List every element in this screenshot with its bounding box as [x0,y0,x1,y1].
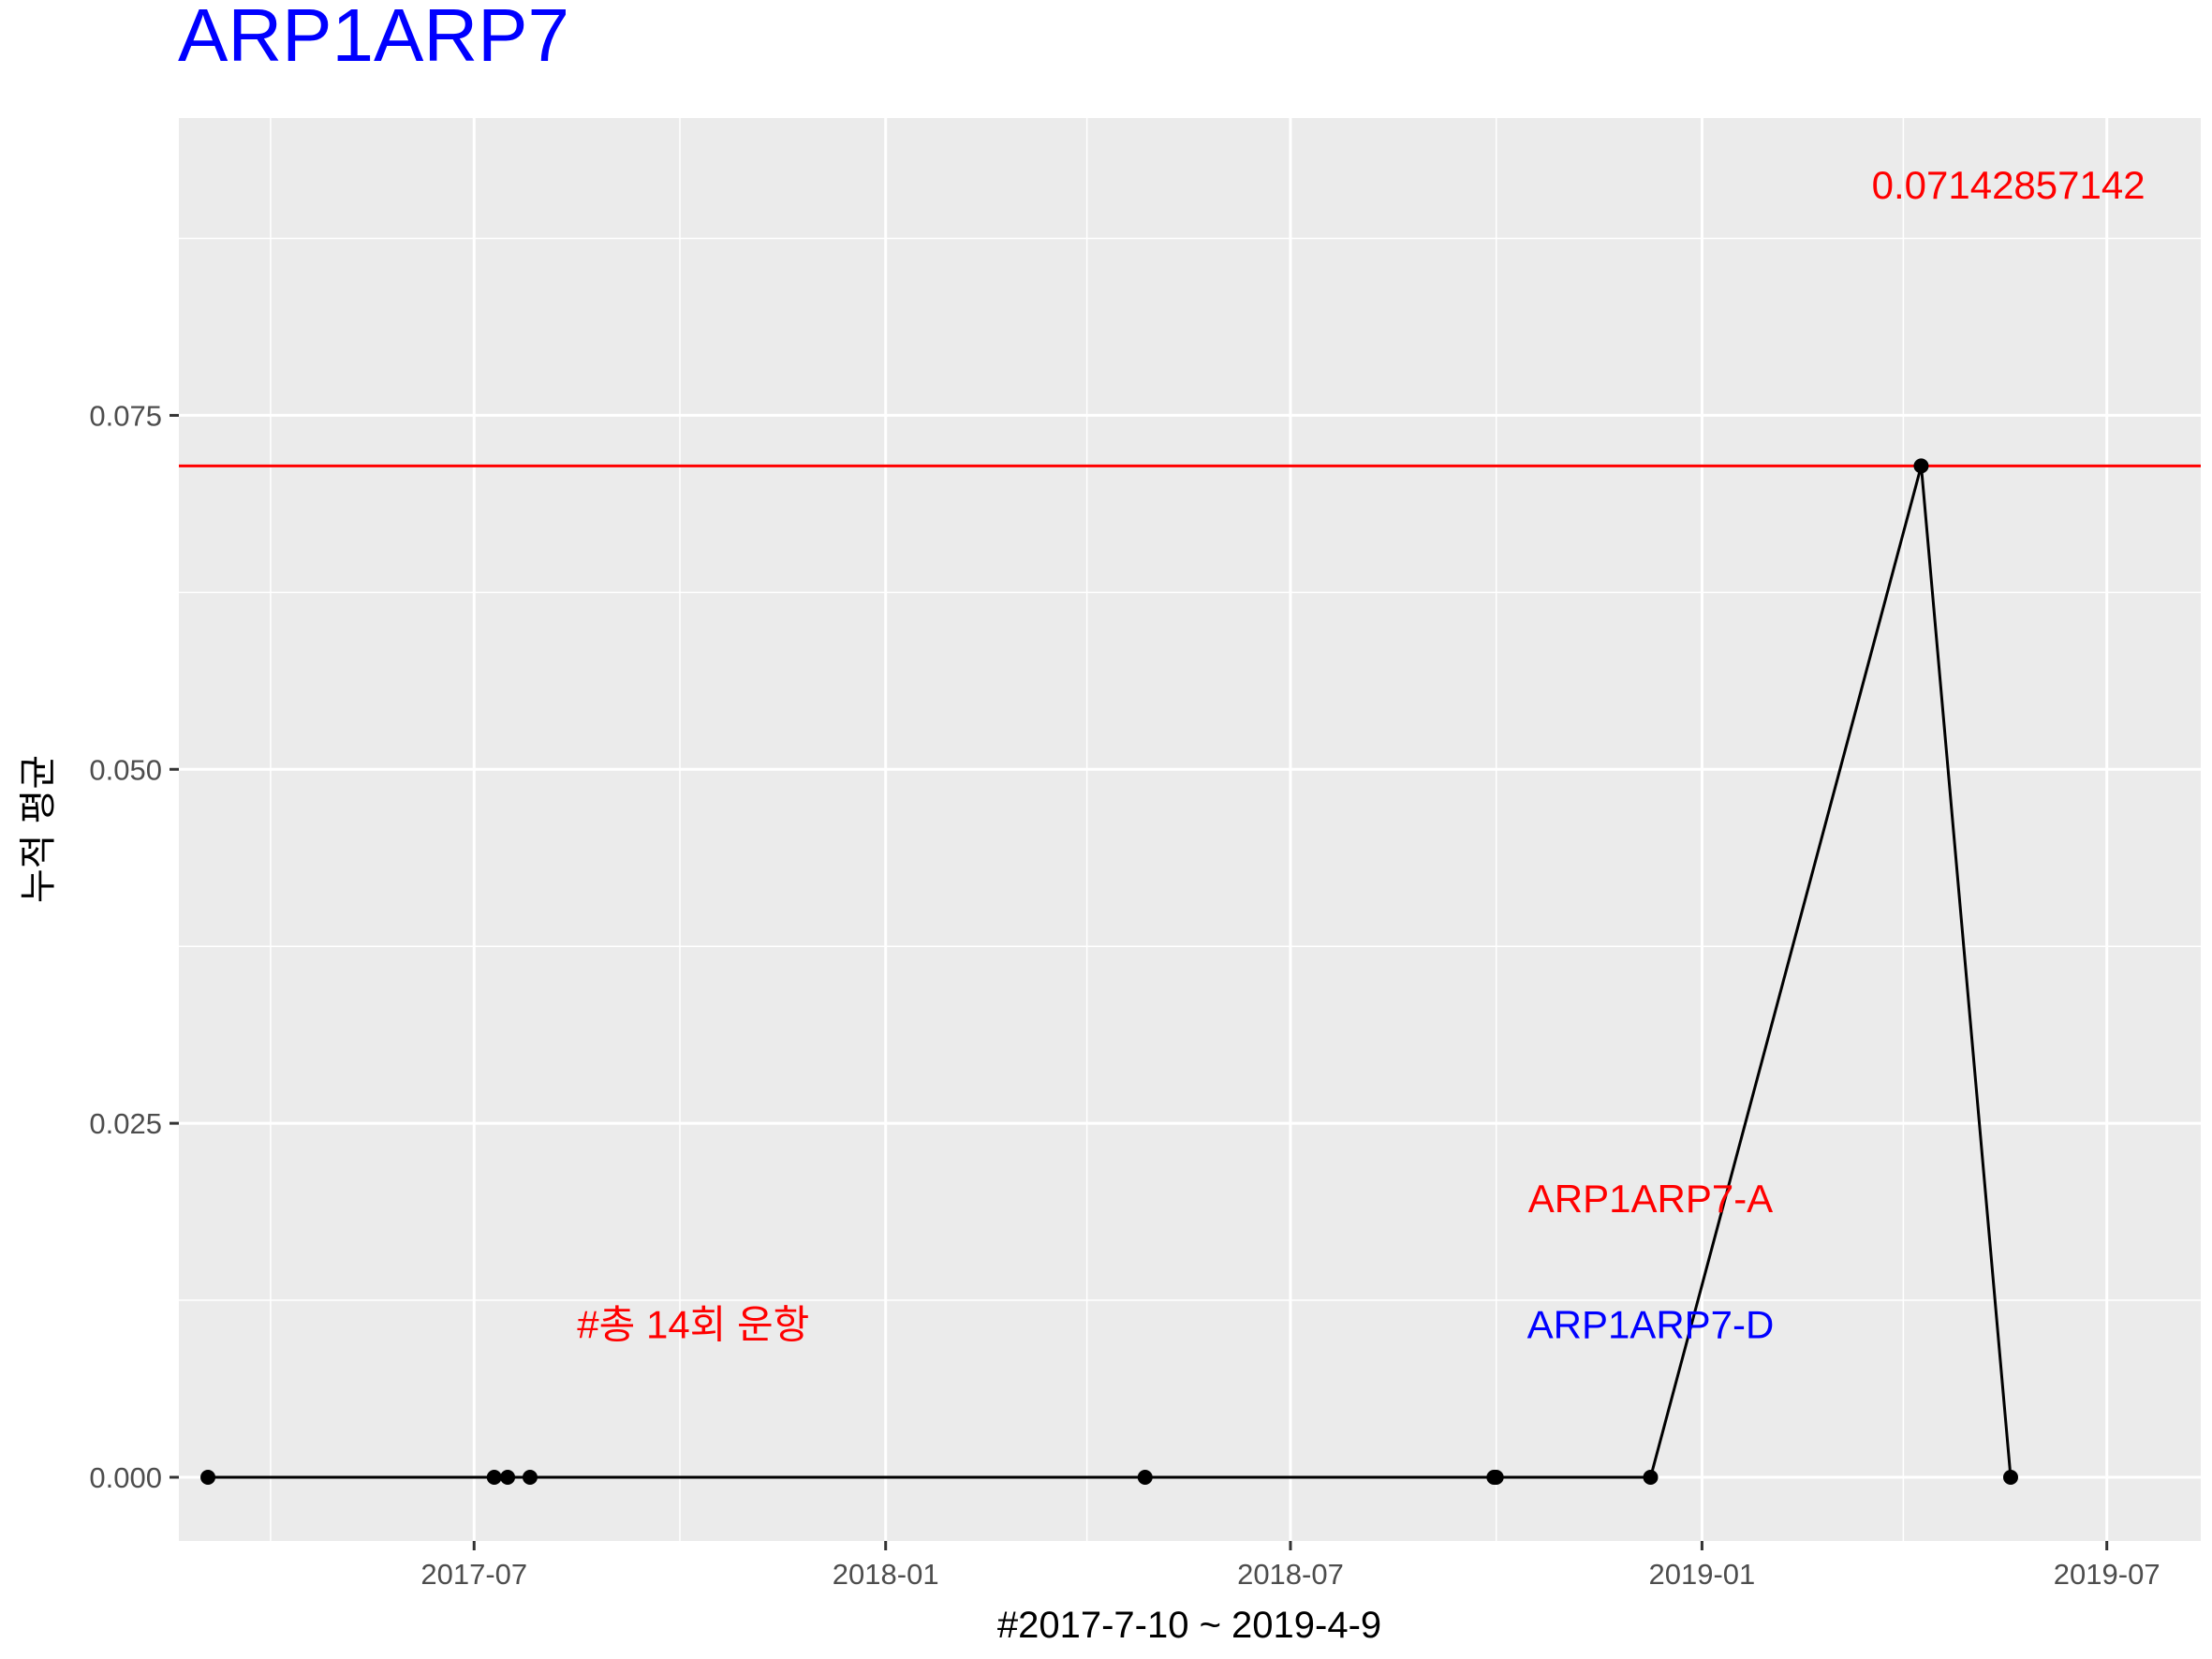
data-point [1137,1469,1153,1485]
y-axis-title: 누적 평균 [18,755,59,903]
data-point [200,1469,216,1485]
x-axis: 2017-07 2018-01 2018-07 2019-01 2019-07 [420,1541,2160,1591]
data-point [1913,458,1929,474]
data-point [500,1469,516,1485]
plot-panel [179,118,2201,1541]
x-tick-label: 2019-07 [2054,1558,2160,1591]
data-point [2002,1469,2018,1485]
y-tick-label: 0.050 [89,753,162,786]
annotations: 0.07142857142 ARP1ARP7-A ARP1ARP7-D #총 14회 … [577,163,2145,1347]
y-tick-label: 0.000 [89,1461,162,1494]
chart-marks [179,458,2201,1485]
annotation-label: #총 14회 운항 [577,1303,809,1347]
x-tick-label: 2018-01 [833,1558,939,1591]
data-point [522,1469,538,1485]
annotation-label: ARP1ARP7-D [1527,1303,1775,1347]
y-axis: 0.000 0.025 0.050 0.075 [89,399,179,1494]
data-point [1643,1469,1659,1485]
grid-major [179,118,2201,1541]
annotation-label: 0.07142857142 [1872,163,2146,207]
annotation-label: ARP1ARP7-A [1528,1177,1773,1221]
y-tick-label: 0.075 [89,399,162,432]
x-tick-label: 2018-07 [1237,1558,1344,1591]
x-tick-label: 2019-01 [1649,1558,1756,1591]
grid-minor [179,118,2201,1541]
x-axis-title: #2017-7-10 ~ 2019-4-9 [997,1605,1381,1646]
data-point [1488,1469,1504,1485]
x-tick-label: 2017-07 [420,1558,527,1591]
chart-title: ARP1ARP7 [178,0,569,77]
y-tick-label: 0.025 [89,1107,162,1140]
data-point [486,1469,502,1485]
